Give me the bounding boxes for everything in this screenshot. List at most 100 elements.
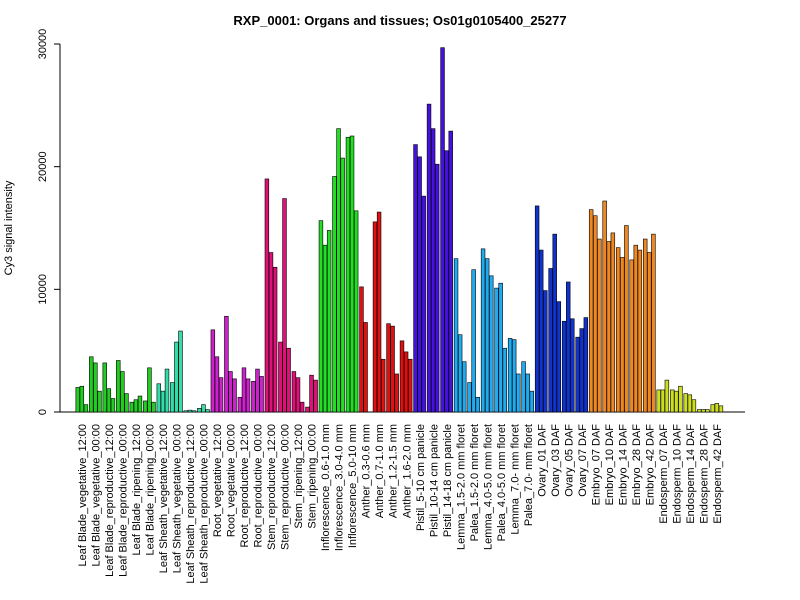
bar [124, 393, 129, 413]
bar [251, 381, 256, 413]
x-tick-label: Anther_1.2-1.5 mm [388, 424, 400, 518]
bar [237, 396, 243, 413]
x-tick-label: Anther_1.6-2.0 mm [401, 424, 413, 518]
bar [660, 389, 665, 413]
bar [610, 232, 616, 413]
bar [151, 401, 156, 413]
bar [120, 371, 125, 413]
x-tick-label: Ovary_01 DAF [536, 424, 548, 497]
x-tick-label: Root_vegetative_12:00 [212, 424, 224, 537]
bar [399, 340, 405, 413]
bar [457, 334, 463, 413]
bar [566, 281, 571, 413]
x-tick-label: Ovary_03 DAF [550, 424, 562, 497]
bar [543, 290, 548, 413]
bar [299, 401, 305, 413]
bar [430, 128, 436, 413]
bar [390, 325, 395, 413]
bar [345, 136, 351, 413]
bar [714, 403, 720, 413]
bar [245, 378, 251, 413]
bar [349, 135, 355, 413]
bar [683, 393, 688, 413]
x-tick-label: Lemma_4.0-5.0 mm floret [482, 424, 494, 550]
bar [205, 409, 210, 413]
x-tick-label: Stem_ripening_00:00 [307, 424, 319, 529]
bar [602, 200, 607, 413]
bar [83, 404, 89, 413]
bar [421, 195, 426, 413]
bar [340, 157, 345, 413]
y-tick-label: 10000 [37, 274, 49, 305]
bar [160, 390, 166, 413]
bar [295, 377, 301, 413]
bar [313, 379, 318, 413]
bar [322, 244, 328, 413]
x-tick-label: Leaf Sheath_vegetative_12:00 [158, 424, 170, 573]
bar [556, 301, 562, 413]
bar [359, 286, 364, 413]
bar [143, 400, 148, 413]
bar [386, 323, 391, 413]
x-tick-label: Inflorescence_5.0-10 mm [347, 424, 359, 548]
bar [353, 210, 359, 413]
x-tick-label: Lemma_7.0- mm floret [509, 424, 521, 535]
bar [318, 220, 324, 413]
bar [259, 376, 264, 413]
bar [444, 150, 449, 413]
bar [110, 398, 116, 413]
bar [489, 275, 494, 413]
bar [79, 385, 85, 413]
bar [480, 248, 486, 413]
bar [521, 361, 526, 413]
x-tick-label: Palea_4.0-5.0 mm floret [496, 424, 508, 541]
bar [102, 362, 107, 413]
x-tick-label: Inflorescence_0.6-1.0 mm [320, 424, 332, 551]
bar [656, 389, 661, 413]
bar [467, 382, 472, 413]
bar [529, 390, 534, 413]
bar [697, 409, 702, 413]
bar [380, 358, 386, 413]
x-tick-label: Stem_reproductive_00:00 [280, 424, 292, 550]
bar [539, 249, 544, 413]
bar [376, 211, 382, 413]
bar [718, 405, 724, 413]
bar [516, 373, 521, 413]
bar [507, 338, 513, 413]
bar [228, 371, 233, 413]
bar [643, 238, 648, 413]
bar [93, 362, 98, 413]
bar [282, 198, 287, 413]
bar [372, 221, 378, 413]
bar [583, 317, 589, 413]
bars-group [75, 47, 724, 413]
x-tick-label: Ovary_07 DAF [577, 424, 589, 497]
bar [701, 409, 706, 413]
bar [413, 144, 418, 413]
bar [615, 247, 621, 413]
bar [106, 388, 112, 413]
bar [435, 163, 440, 413]
bar [502, 347, 507, 413]
bar [561, 320, 567, 413]
bar [255, 368, 260, 413]
bar [448, 130, 453, 413]
x-tick-label: Pistil_5-10 cm panicle [415, 424, 427, 531]
bar [674, 390, 679, 413]
x-tick-label: Leaf Sheath_reproductive_12:00 [185, 424, 197, 584]
x-tick-label: Anther_0.3-0.6 mm [361, 424, 373, 518]
x-tick-label: Ovary_05 DAF [563, 424, 575, 497]
y-tick-label: 0 [37, 409, 49, 415]
x-tick-label: Inflorescence_3.0-4.0 mm [334, 424, 346, 551]
bar [278, 341, 283, 413]
bar [326, 230, 332, 413]
x-tick-label: Embryo_07 DAF [590, 424, 602, 506]
bar [691, 399, 697, 413]
x-tick-label: Embryo_28 DAF [631, 424, 643, 506]
x-tick-label: Palea_1.5-2.0 mm floret [469, 424, 481, 541]
bar [241, 367, 247, 413]
x-tick-label: Root_reproductive_00:00 [253, 424, 265, 548]
bar [224, 316, 229, 413]
